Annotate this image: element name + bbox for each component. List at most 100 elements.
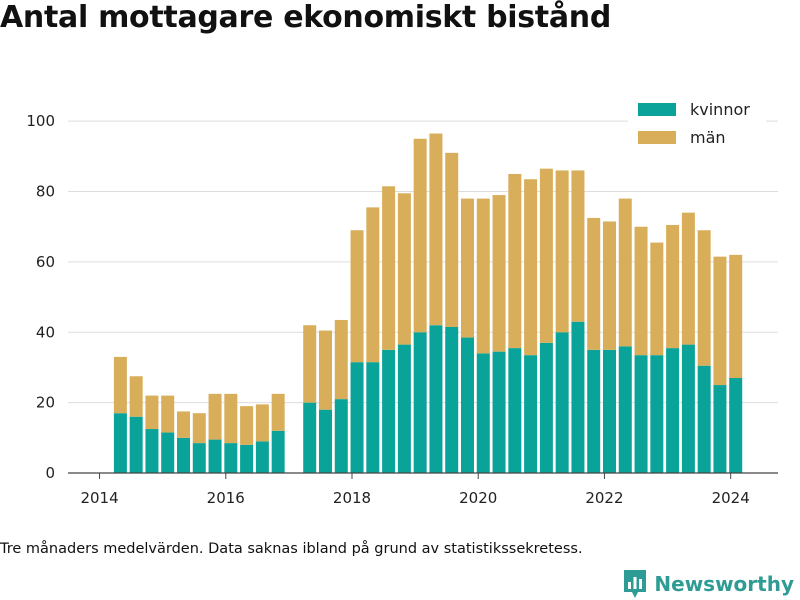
bar-man bbox=[666, 224, 680, 349]
bar-man bbox=[271, 393, 285, 431]
bar-kvinnor bbox=[650, 355, 664, 473]
bar-man bbox=[555, 170, 569, 333]
bar-kvinnor bbox=[397, 344, 411, 473]
bar-kvinnor bbox=[350, 362, 364, 473]
bar-man bbox=[618, 198, 632, 347]
bar-kvinnor bbox=[255, 441, 269, 473]
legend-label-man: män bbox=[690, 128, 726, 147]
bar-man bbox=[476, 198, 490, 354]
bar-kvinnor bbox=[587, 349, 601, 473]
legend-swatch-kvinnor bbox=[638, 103, 676, 116]
bar-man bbox=[208, 393, 222, 440]
bar-kvinnor bbox=[240, 444, 254, 473]
bar-man bbox=[255, 404, 269, 442]
bar-kvinnor bbox=[129, 416, 143, 473]
bar-man bbox=[240, 406, 254, 445]
bar-kvinnor bbox=[555, 332, 569, 473]
bar-man bbox=[587, 217, 601, 350]
bar-kvinnor bbox=[492, 351, 506, 473]
bar-kvinnor bbox=[539, 342, 553, 473]
bar-kvinnor bbox=[161, 432, 175, 473]
bar-kvinnor bbox=[192, 443, 206, 473]
bar-man bbox=[508, 173, 522, 349]
bar-man bbox=[429, 133, 443, 326]
bar-man bbox=[713, 256, 727, 386]
bar-kvinnor bbox=[476, 353, 490, 473]
bar-man bbox=[366, 207, 380, 363]
bar-man bbox=[602, 221, 616, 350]
bar-kvinnor bbox=[382, 349, 396, 473]
y-tick-label: 20 bbox=[36, 394, 55, 412]
bar-man bbox=[303, 325, 317, 403]
bar-man bbox=[334, 319, 348, 400]
bar-kvinnor bbox=[145, 429, 159, 473]
bar-kvinnor bbox=[318, 409, 332, 473]
chart-title: Antal mottagare ekonomiskt bistånd bbox=[0, 0, 612, 35]
bar-kvinnor bbox=[366, 362, 380, 473]
bar-man bbox=[350, 230, 364, 363]
bar-kvinnor bbox=[571, 321, 585, 473]
bar-kvinnor bbox=[413, 332, 427, 473]
y-tick-label: 0 bbox=[45, 464, 55, 482]
bar-man bbox=[176, 411, 190, 438]
x-tick-label: 2024 bbox=[712, 489, 750, 507]
bar-kvinnor bbox=[713, 385, 727, 473]
x-tick-label: 2020 bbox=[459, 489, 497, 507]
bar-kvinnor bbox=[729, 378, 743, 473]
legend-label-kvinnor: kvinnor bbox=[690, 100, 750, 119]
bar-kvinnor bbox=[334, 399, 348, 473]
newsworthy-logo-icon bbox=[624, 570, 647, 598]
bar-kvinnor bbox=[666, 348, 680, 473]
bar-kvinnor bbox=[303, 402, 317, 473]
bar-kvinnor bbox=[445, 326, 459, 473]
brand[interactable]: Newsworthy bbox=[622, 568, 794, 600]
bar-man bbox=[492, 195, 506, 352]
bar-man bbox=[524, 179, 538, 356]
bar-man bbox=[113, 356, 127, 414]
bar-man bbox=[681, 212, 695, 345]
y-tick-label: 100 bbox=[26, 112, 55, 130]
bar-man bbox=[729, 254, 743, 379]
bar-kvinnor bbox=[681, 344, 695, 473]
x-tick-label: 2016 bbox=[207, 489, 245, 507]
bar-kvinnor bbox=[524, 355, 538, 473]
bar-kvinnor bbox=[208, 439, 222, 473]
x-tick-label: 2014 bbox=[80, 489, 118, 507]
bar-man bbox=[650, 242, 664, 356]
bar-man bbox=[445, 152, 459, 327]
bar-kvinnor bbox=[113, 413, 127, 473]
bar-man bbox=[192, 413, 206, 444]
footnote: Tre månaders medelvärden. Data saknas ib… bbox=[0, 541, 583, 557]
bar-kvinnor bbox=[618, 346, 632, 473]
bar-kvinnor bbox=[271, 430, 285, 473]
x-tick-label: 2018 bbox=[333, 489, 371, 507]
bar-kvinnor bbox=[602, 349, 616, 473]
x-tick-label: 2022 bbox=[585, 489, 623, 507]
bar-kvinnor bbox=[460, 337, 474, 473]
legend-swatch-man bbox=[638, 131, 676, 144]
bar-kvinnor bbox=[224, 443, 238, 473]
bar-man bbox=[129, 376, 143, 417]
bar-kvinnor bbox=[176, 437, 190, 473]
bar-kvinnor bbox=[634, 355, 648, 473]
bar-man bbox=[224, 393, 238, 444]
bar-man bbox=[539, 168, 553, 343]
y-tick-label: 80 bbox=[36, 183, 55, 201]
bar-man bbox=[318, 330, 332, 410]
stacked-bar-chart: 0 20 40 60 80 100 2014 2016 2018 2020 2022 2024 kvi… bbox=[26, 100, 778, 507]
bar-man bbox=[413, 138, 427, 333]
bar-man bbox=[145, 395, 159, 430]
bar-kvinnor bbox=[697, 365, 711, 473]
bar-man bbox=[397, 193, 411, 345]
y-tick-label: 60 bbox=[36, 253, 55, 271]
bar-man bbox=[697, 230, 711, 366]
bar-man bbox=[460, 198, 474, 338]
bar-man bbox=[382, 186, 396, 350]
brand-name: Newsworthy bbox=[654, 572, 794, 596]
bars bbox=[113, 133, 743, 473]
bar-kvinnor bbox=[508, 348, 522, 473]
axes: 0 20 40 60 80 100 2014 2016 2018 2020 2022 2024 bbox=[26, 112, 778, 507]
bar-man bbox=[634, 226, 648, 356]
y-tick-label: 40 bbox=[36, 323, 55, 341]
bar-kvinnor bbox=[429, 325, 443, 473]
